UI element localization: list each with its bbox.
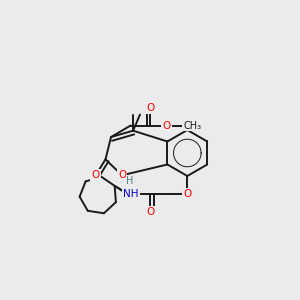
Text: O: O [183,189,191,199]
Text: O: O [146,207,154,217]
Text: O: O [163,121,171,130]
Text: O: O [92,170,100,181]
Text: O: O [118,170,126,180]
Text: CH₃: CH₃ [183,121,201,130]
Text: O: O [146,103,154,113]
Text: NH: NH [124,189,139,199]
Text: H: H [126,176,134,186]
